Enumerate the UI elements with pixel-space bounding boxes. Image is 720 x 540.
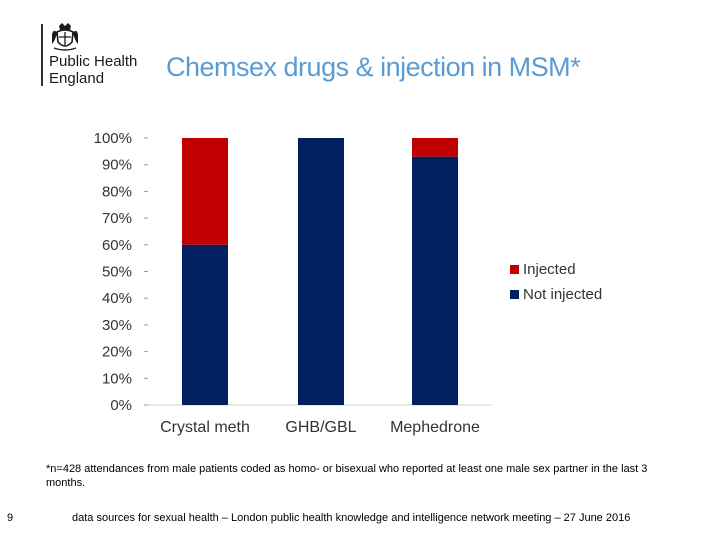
bars <box>182 138 458 405</box>
bar-not-injected <box>298 138 344 405</box>
y-tick-label: 30% <box>102 317 132 334</box>
logo-line-2: England <box>49 70 105 87</box>
bar-not-injected <box>182 244 228 405</box>
y-tick-label: 60% <box>102 237 132 254</box>
royal-crest-icon <box>52 23 78 51</box>
y-tick-label: 100% <box>94 130 132 147</box>
logo-line-1: Public Health <box>49 53 138 70</box>
page-number: 9 <box>7 512 14 524</box>
y-tick-label: 10% <box>102 370 132 387</box>
y-tick-label: 50% <box>102 264 132 281</box>
x-tick-label: Crystal meth <box>160 419 250 436</box>
chart-legend: Injected Not injected <box>510 261 602 303</box>
logo-divider <box>41 24 43 86</box>
legend-label: Not injected <box>523 286 602 303</box>
x-tick-label: GHB/GBL <box>285 419 356 436</box>
x-axis: Crystal meth GHB/GBL Mephedrone <box>160 419 480 436</box>
y-tick-label: 80% <box>102 183 132 200</box>
bar-injected <box>182 138 228 245</box>
legend-swatch <box>510 290 519 299</box>
legend-swatch <box>510 265 519 274</box>
bar-injected <box>412 138 458 157</box>
y-tick-label: 40% <box>102 290 132 307</box>
slide-title: Chemsex drugs & injection in MSM* <box>166 52 581 82</box>
y-tick-label: 0% <box>110 397 132 414</box>
y-tick-label: 70% <box>102 210 132 227</box>
y-tick-label: 90% <box>102 157 132 174</box>
organisation-logo-text: Public Health England <box>49 53 137 87</box>
footer-text: data sources for sexual health – London … <box>72 512 631 524</box>
y-tick-label: 20% <box>102 344 132 361</box>
bar-not-injected <box>412 156 458 405</box>
x-tick-label: Mephedrone <box>390 419 480 436</box>
footnote: *n=428 attendances from male patients co… <box>46 463 648 489</box>
legend-label: Injected <box>523 261 576 278</box>
